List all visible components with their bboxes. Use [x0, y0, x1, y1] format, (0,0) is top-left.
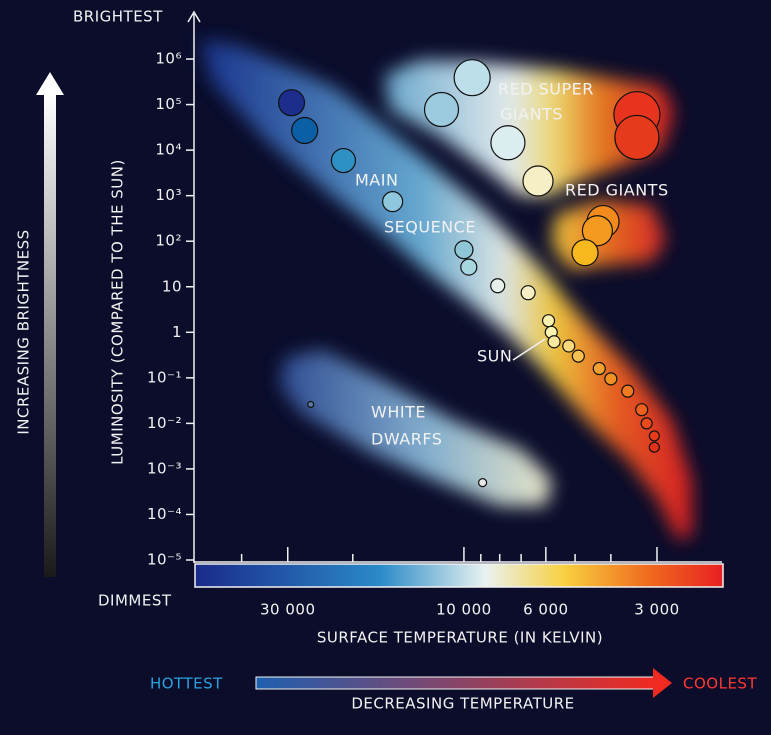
annotation: DWARFS	[371, 430, 442, 449]
hottest-label: HOTTEST	[150, 675, 223, 693]
star	[547, 335, 561, 349]
x-tick-label: 3 000	[634, 601, 679, 619]
star	[614, 114, 660, 161]
top-label: BRIGHTEST	[73, 8, 163, 26]
star	[478, 478, 488, 488]
star	[522, 165, 554, 197]
y-tick-label: 10	[162, 277, 182, 295]
star	[454, 240, 474, 260]
star	[571, 349, 585, 363]
star	[648, 441, 660, 453]
star	[490, 278, 506, 294]
coolest-label: COOLEST	[683, 675, 757, 693]
annotation: SEQUENCE	[384, 218, 476, 237]
star	[307, 400, 315, 409]
star	[640, 417, 653, 430]
star	[382, 191, 404, 213]
y-tick-label: 10⁴	[155, 141, 182, 159]
star	[423, 91, 460, 128]
y-tick-label: 10⁻²	[147, 414, 182, 432]
star	[277, 89, 306, 117]
star	[541, 314, 556, 328]
star	[490, 125, 526, 161]
left-arrow-label: INCREASING BRIGHTNESS	[15, 229, 33, 434]
temperature-arrow	[255, 676, 655, 690]
brightness-arrowhead	[36, 72, 64, 95]
y-tick-label: 10³	[155, 186, 182, 204]
annotation: RED GIANTS	[565, 181, 669, 200]
star	[592, 361, 606, 376]
x-tick-label: 30 000	[260, 601, 316, 619]
x-axis-title: SURFACE TEMPERATURE (IN KELVIN)	[317, 629, 603, 647]
annotation: MAIN	[355, 171, 398, 190]
star	[562, 339, 576, 353]
temperature-color-bar	[194, 563, 724, 588]
x-tick-label: 10 000	[436, 601, 492, 619]
star	[460, 258, 478, 276]
y-tick-label: 10²	[155, 232, 182, 250]
white-dwarf-glow	[280, 350, 552, 506]
temperature-arrow-label: DECREASING TEMPERATURE	[351, 695, 574, 713]
star	[291, 116, 319, 145]
star	[604, 372, 618, 386]
x-tick-label: 6 000	[523, 601, 568, 619]
annotation: RED SUPER	[498, 80, 594, 99]
temperature-arrowhead	[653, 668, 672, 698]
annotation: GIANTS	[500, 105, 563, 124]
annotation: WHITE	[371, 403, 426, 422]
y-tick-label: 1	[172, 323, 182, 341]
star	[635, 403, 649, 417]
y-tick-label: 10⁵	[155, 95, 182, 113]
star	[453, 59, 491, 97]
y-axis-arrowhead	[187, 10, 201, 23]
star	[330, 147, 357, 174]
y-tick-label: 10⁻³	[147, 459, 182, 477]
y-axis-title: LUMINOSITY (COMPARED TO THE SUN)	[109, 159, 127, 465]
annotation: SUN	[477, 347, 512, 366]
star	[581, 215, 614, 247]
y-tick-label: 10⁻¹	[147, 368, 182, 386]
y-tick-label: 10⁻⁴	[147, 505, 182, 523]
star	[520, 285, 536, 301]
brightness-arrow	[44, 94, 56, 577]
super-giant-glow	[385, 60, 674, 196]
y-tick-label: 10⁻⁵	[147, 551, 182, 569]
sun-pointer	[512, 338, 546, 361]
y-tick-label: 10⁶	[155, 50, 182, 68]
bottom-label: DIMMEST	[98, 592, 172, 610]
star	[571, 239, 599, 267]
star	[621, 384, 635, 398]
star-regions	[200, 40, 692, 540]
main-sequence-glow	[200, 40, 692, 540]
star	[648, 430, 660, 442]
